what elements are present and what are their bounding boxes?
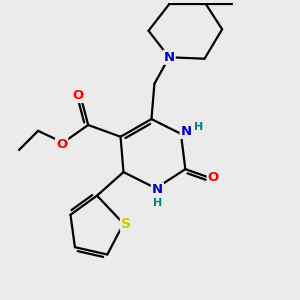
Text: S: S xyxy=(121,217,131,231)
Text: O: O xyxy=(73,89,84,102)
Text: O: O xyxy=(208,172,219,184)
Text: O: O xyxy=(56,138,67,151)
Text: H: H xyxy=(194,122,203,132)
Text: N: N xyxy=(164,51,175,64)
Text: H: H xyxy=(153,198,162,208)
Text: N: N xyxy=(152,183,163,196)
Text: N: N xyxy=(181,125,192,138)
